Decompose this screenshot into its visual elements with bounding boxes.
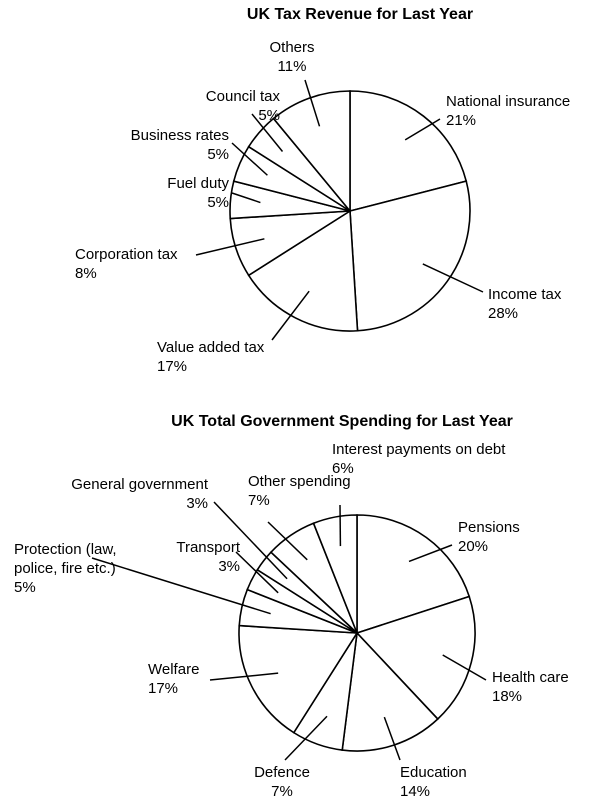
slice-label: Council tax 5% xyxy=(206,87,280,125)
value-label: 20% xyxy=(458,538,489,555)
value-label: 14% xyxy=(400,783,431,800)
slice-label: Welfare 17% xyxy=(148,660,199,698)
pie-slice xyxy=(312,514,358,634)
leader-line xyxy=(383,716,401,761)
value-label: 8% xyxy=(75,265,97,282)
category-label: General government xyxy=(71,476,208,493)
slice-label: Fuel duty 5% xyxy=(167,174,229,212)
category-label: Health care xyxy=(492,669,569,686)
slice-label: Other spending 7% xyxy=(248,472,351,510)
category-label: Business rates xyxy=(130,127,229,144)
category-label: Defence xyxy=(254,764,310,781)
category-label: Council tax xyxy=(205,88,280,105)
leader-line xyxy=(271,290,310,341)
slice-label: Business rates 5% xyxy=(131,126,229,164)
category-label: Protection (law, police, fire etc.) xyxy=(14,541,117,577)
category-label: Welfare xyxy=(148,661,200,678)
leader-line xyxy=(235,551,279,594)
slice-label: Health care 18% xyxy=(492,668,569,706)
value-label: 7% xyxy=(248,492,270,509)
value-label: 21% xyxy=(446,112,477,129)
leader-line xyxy=(209,672,279,681)
value-label: 7% xyxy=(271,783,293,800)
slice-label: National insurance 21% xyxy=(446,92,570,130)
category-label: Other spending xyxy=(248,473,351,490)
value-label: 5% xyxy=(14,579,36,596)
value-label: 5% xyxy=(258,107,280,124)
leader-line xyxy=(284,715,328,761)
value-label: 5% xyxy=(207,146,229,163)
leader-line xyxy=(231,142,268,176)
category-label: Fuel duty xyxy=(167,175,229,192)
value-label: 17% xyxy=(148,680,179,697)
slice-label: Interest payments on debt 6% xyxy=(332,440,512,478)
leader-line xyxy=(304,79,321,127)
leader-line xyxy=(267,521,308,561)
value-label: 5% xyxy=(207,194,229,211)
slice-label: Education 14% xyxy=(400,763,467,801)
pie-slice xyxy=(355,595,476,721)
pie-slice xyxy=(356,514,471,635)
leader-line xyxy=(442,654,487,681)
category-label: Income tax xyxy=(488,286,562,303)
slice-label: Value added tax 17% xyxy=(157,338,264,376)
pie-slice xyxy=(272,90,351,214)
pie-slice xyxy=(349,90,468,213)
slice-label: General government 3% xyxy=(71,475,208,513)
slice-label: Pensions 20% xyxy=(458,518,520,556)
value-label: 28% xyxy=(488,305,519,322)
leader-line xyxy=(422,263,484,293)
pie-slice xyxy=(247,209,359,332)
slice-label: Corporation tax 8% xyxy=(75,245,178,283)
slice-label: Transport 3% xyxy=(176,538,240,576)
leader-line xyxy=(195,238,265,256)
leader-line xyxy=(408,544,453,563)
chart-title: UK Total Government Spending for Last Ye… xyxy=(171,413,513,430)
value-label: 18% xyxy=(492,688,523,705)
category-label: National insurance xyxy=(446,93,571,110)
pie-slice xyxy=(341,631,439,752)
category-label: Interest payments on debt xyxy=(332,441,506,458)
pie-slice xyxy=(349,180,471,332)
slice-label: Income tax 28% xyxy=(488,285,561,323)
value-label: 3% xyxy=(218,558,240,575)
leader-line xyxy=(91,557,271,615)
category-label: Value added tax xyxy=(157,339,265,356)
category-label: Pensions xyxy=(458,519,520,536)
leader-line xyxy=(251,113,284,152)
leader-line xyxy=(404,118,441,141)
slice-label: Defence 7% xyxy=(247,763,317,801)
chart-title: UK Tax Revenue for Last Year xyxy=(246,6,474,23)
value-label: 6% xyxy=(332,460,354,477)
pie-slice xyxy=(238,624,359,734)
category-label: Others xyxy=(269,39,315,56)
value-label: 11% xyxy=(277,58,307,75)
slice-label: Others 11% xyxy=(262,38,322,76)
slice-label: Protection (law, police, fire etc.) 5% xyxy=(14,540,134,597)
value-label: 3% xyxy=(186,495,208,512)
category-label: Education xyxy=(400,764,467,781)
category-label: Transport xyxy=(176,539,240,556)
category-label: Corporation tax xyxy=(75,246,178,263)
value-label: 17% xyxy=(157,358,188,375)
leader-line xyxy=(213,501,288,580)
leader-line xyxy=(231,192,261,204)
